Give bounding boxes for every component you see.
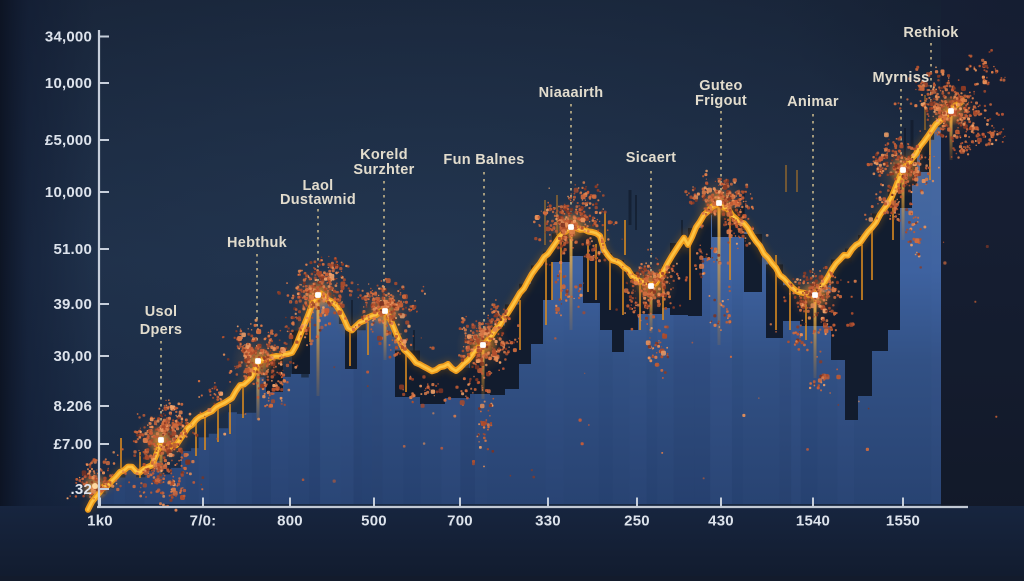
svg-text:Animar: Animar <box>787 94 839 110</box>
svg-text:Dpers: Dpers <box>140 322 183 338</box>
svg-text:Rethiok: Rethiok <box>903 25 959 41</box>
svg-text:Sicaert: Sicaert <box>626 150 676 166</box>
svg-text:1550: 1550 <box>886 513 920 530</box>
svg-text:7/0:: 7/0: <box>190 513 217 530</box>
svg-text:34,000: 34,000 <box>45 29 92 46</box>
svg-text:Surzhter: Surzhter <box>353 162 414 178</box>
svg-text:500: 500 <box>361 513 387 530</box>
svg-text:800: 800 <box>277 513 303 530</box>
svg-text:Laol: Laol <box>302 178 333 194</box>
svg-text:1k0: 1k0 <box>87 513 113 530</box>
svg-text:£7.00: £7.00 <box>53 436 92 453</box>
svg-text:51.00: 51.00 <box>53 241 92 258</box>
svg-text:Hebthuk: Hebthuk <box>227 235 288 251</box>
svg-text:Guteo: Guteo <box>699 78 742 94</box>
svg-text:700: 700 <box>447 513 473 530</box>
svg-text:£5,000: £5,000 <box>45 132 92 149</box>
svg-text:430: 430 <box>708 513 734 530</box>
svg-text:Fun Balnes: Fun Balnes <box>443 152 524 168</box>
svg-text:Koreld: Koreld <box>360 147 408 163</box>
svg-text:Myrniss: Myrniss <box>873 70 930 86</box>
svg-text:330: 330 <box>535 513 561 530</box>
svg-text:Usol: Usol <box>145 304 178 320</box>
svg-text:Dustawnid: Dustawnid <box>280 192 356 208</box>
svg-text:39.00: 39.00 <box>53 296 92 313</box>
svg-text:.32: .32 <box>71 481 92 498</box>
svg-text:8.206: 8.206 <box>53 398 92 415</box>
svg-text:Frigout: Frigout <box>695 93 747 109</box>
svg-text:1540: 1540 <box>796 513 830 530</box>
svg-text:250: 250 <box>624 513 650 530</box>
svg-text:10,000: 10,000 <box>45 184 92 201</box>
svg-text:Niaaairth: Niaaairth <box>539 85 604 101</box>
svg-text:10,000: 10,000 <box>45 75 92 92</box>
svg-text:30,00: 30,00 <box>53 348 92 365</box>
